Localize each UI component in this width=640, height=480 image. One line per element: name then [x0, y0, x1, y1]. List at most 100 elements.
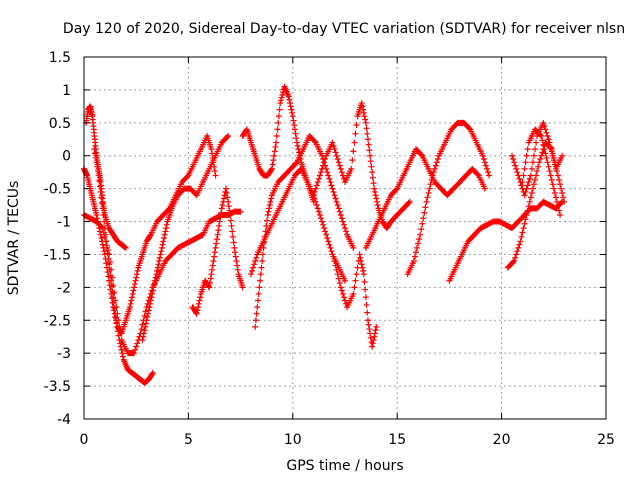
data-point	[273, 132, 280, 139]
data-point	[529, 159, 536, 166]
data-point	[122, 244, 129, 251]
data-point	[365, 321, 372, 328]
data-point	[163, 225, 170, 232]
data-point	[211, 253, 218, 260]
data-point	[319, 218, 326, 225]
data-point	[411, 253, 418, 260]
data-point	[330, 188, 337, 195]
data-point	[208, 271, 215, 278]
data-point	[142, 320, 149, 327]
data-point	[158, 248, 165, 255]
data-point	[278, 94, 285, 101]
data-point	[103, 242, 110, 249]
data-point	[362, 286, 369, 293]
data-point	[522, 216, 529, 223]
data-point	[520, 225, 527, 232]
data-point	[515, 244, 522, 251]
data-point	[366, 147, 373, 154]
data-point	[517, 238, 524, 245]
data-point	[209, 266, 216, 273]
data-point	[277, 97, 284, 104]
data-point	[133, 271, 140, 278]
data-point	[364, 317, 371, 324]
data-point	[312, 198, 319, 205]
y-tick-label: -1	[57, 215, 71, 231]
data-point	[98, 194, 105, 201]
data-point	[350, 290, 357, 297]
data-point	[516, 241, 523, 248]
data-point	[239, 284, 246, 291]
data-point	[548, 148, 555, 155]
data-point	[257, 277, 264, 284]
y-tick-label: -2	[57, 280, 71, 296]
data-point	[217, 214, 224, 221]
data-point	[260, 244, 267, 251]
data-point	[219, 202, 226, 209]
data-point	[557, 211, 564, 218]
data-point	[149, 290, 156, 297]
data-point	[315, 208, 322, 215]
data-point	[316, 172, 323, 179]
data-point	[314, 205, 321, 212]
data-point	[108, 283, 115, 290]
data-point	[523, 211, 530, 218]
data-point	[133, 274, 140, 281]
data-point	[293, 135, 300, 142]
data-point	[92, 150, 99, 157]
data-point	[362, 119, 369, 126]
data-point	[374, 202, 381, 209]
data-point	[133, 343, 140, 350]
data-point	[225, 198, 232, 205]
data-point	[116, 323, 123, 330]
data-point	[129, 290, 136, 297]
data-point	[352, 277, 359, 284]
data-point	[234, 262, 241, 269]
data-point	[292, 160, 299, 167]
data-point	[261, 233, 268, 240]
data-point	[102, 238, 109, 245]
data-point	[432, 162, 439, 169]
data-point	[312, 185, 319, 192]
data-point	[110, 282, 117, 289]
data-point	[314, 179, 321, 186]
series-track-p	[509, 119, 566, 199]
data-point	[268, 165, 275, 172]
data-point	[262, 228, 269, 235]
data-point	[542, 126, 549, 133]
data-point	[329, 185, 336, 192]
tick-labels: 0 5 10 15 20 25 -4 -3.5 -3 -2.5 -2 -1.5 -1 -0.5 0 0.5 1 1…	[44, 50, 615, 448]
data-point	[526, 198, 533, 205]
data-point	[541, 123, 548, 130]
data-point	[370, 337, 377, 344]
data-point	[511, 159, 518, 166]
data-point	[363, 125, 370, 132]
data-point	[276, 106, 283, 113]
data-point	[335, 205, 342, 212]
data-point	[228, 222, 235, 229]
data-point	[537, 131, 544, 138]
data-point	[155, 261, 162, 268]
data-point	[556, 176, 563, 183]
data-point	[269, 161, 276, 168]
data-point	[255, 290, 262, 297]
data-point	[543, 154, 550, 161]
data-point	[252, 258, 259, 265]
data-point	[139, 337, 146, 344]
data-point	[483, 165, 490, 172]
data-point	[322, 228, 329, 235]
data-point	[149, 371, 156, 378]
data-point	[119, 353, 126, 360]
data-point	[252, 323, 259, 330]
data-point	[424, 194, 431, 201]
data-point	[336, 208, 343, 215]
data-point	[331, 192, 338, 199]
data-point	[249, 267, 256, 274]
data-point	[559, 152, 566, 159]
data-point	[286, 96, 293, 103]
data-point	[532, 146, 539, 153]
data-point	[92, 154, 99, 161]
y-tick-label: -3	[57, 346, 71, 362]
data-point	[266, 202, 273, 209]
data-point	[356, 251, 363, 258]
data-point	[358, 261, 365, 268]
